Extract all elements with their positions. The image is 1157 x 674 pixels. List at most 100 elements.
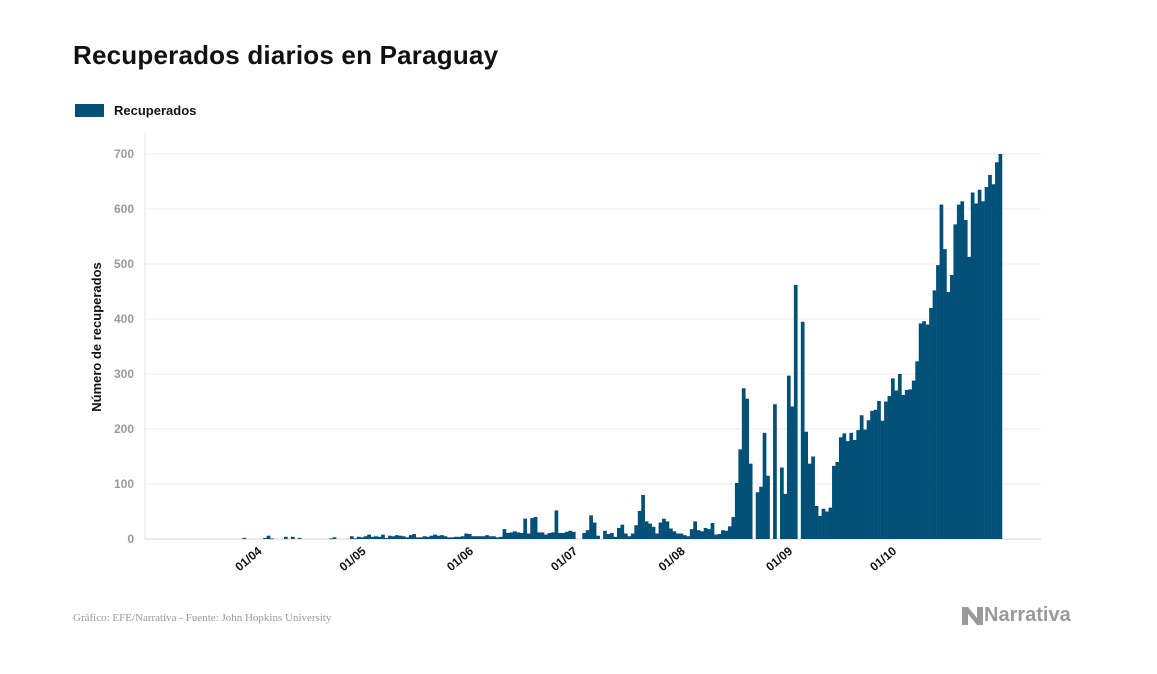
- bar: [696, 530, 701, 539]
- bar: [519, 532, 524, 539]
- bar: [297, 537, 302, 539]
- bar: [516, 532, 521, 539]
- bar: [620, 524, 625, 539]
- bar: [391, 536, 396, 539]
- bar: [825, 511, 829, 539]
- bar: [509, 532, 514, 539]
- bar: [724, 530, 729, 539]
- bar: [849, 432, 854, 539]
- bar: [693, 521, 698, 539]
- bar: [811, 456, 815, 539]
- bar: [981, 201, 985, 540]
- bar: [689, 529, 694, 539]
- bar: [381, 534, 385, 539]
- bar: [786, 375, 791, 539]
- bar: [859, 415, 864, 539]
- y-tick-label: 400: [114, 312, 134, 326]
- bar: [745, 398, 750, 539]
- bar: [388, 535, 392, 539]
- bar: [329, 538, 333, 540]
- bar: [641, 495, 645, 539]
- bar: [682, 535, 687, 539]
- bar: [554, 510, 559, 539]
- bar: [922, 321, 926, 539]
- bar: [568, 530, 573, 539]
- bar: [603, 530, 607, 539]
- bar: [270, 538, 274, 540]
- bar: [415, 537, 420, 539]
- source-note: Gráfico: EFE/Narrativa - Fuente: John Ho…: [73, 612, 332, 624]
- bar: [755, 492, 760, 539]
- bar: [821, 508, 826, 539]
- bar: [714, 534, 718, 539]
- bar: [481, 536, 486, 539]
- bar: [946, 292, 951, 539]
- bar: [589, 515, 593, 539]
- y-axis-label: Número de recuperados: [89, 262, 104, 412]
- bar: [766, 475, 770, 539]
- bar: [703, 528, 708, 539]
- bar: [616, 528, 621, 539]
- bar: [856, 430, 861, 539]
- bar: [918, 323, 923, 539]
- bar: [932, 290, 937, 539]
- bar: [540, 532, 545, 539]
- bar: [464, 533, 469, 539]
- bar: [679, 533, 684, 539]
- bar: [852, 440, 857, 539]
- bar: [384, 537, 389, 539]
- bar: [447, 537, 451, 539]
- bar: [759, 486, 763, 539]
- y-tick-label: 200: [114, 422, 134, 436]
- bar: [988, 174, 992, 539]
- x-axis: 01/04 01/05 01/06 01/07 01/08 01/09 01/10: [232, 544, 899, 574]
- bar: [880, 420, 885, 539]
- bar: [655, 533, 659, 539]
- bar: [669, 528, 673, 539]
- bar: [738, 449, 743, 539]
- bar: [960, 201, 965, 540]
- bar: [991, 184, 996, 539]
- bar: [460, 536, 465, 539]
- legend: Recuperados: [75, 103, 196, 118]
- bar: [332, 537, 337, 539]
- bar: [644, 521, 649, 539]
- bar: [582, 532, 587, 539]
- bar: [558, 532, 562, 539]
- x-tick-label: 01/04: [232, 544, 264, 574]
- x-tick-label: 01/08: [656, 544, 688, 574]
- bar: [544, 534, 548, 539]
- bar: [537, 532, 541, 539]
- bar: [440, 535, 444, 539]
- bar: [419, 537, 423, 539]
- bar: [953, 224, 958, 539]
- bar: [492, 536, 496, 539]
- brand-logo: Narrativa: [962, 604, 1071, 627]
- bar: [929, 308, 933, 539]
- bar: [731, 517, 736, 539]
- bar: [648, 523, 652, 539]
- bar: [485, 535, 489, 539]
- bar: [866, 420, 871, 539]
- bar: [908, 389, 913, 539]
- bar: [349, 536, 354, 539]
- bar: [398, 535, 403, 539]
- bar: [925, 324, 930, 539]
- bar: [606, 534, 611, 539]
- bar: [596, 535, 600, 539]
- bar: [943, 249, 947, 539]
- y-tick-label: 500: [114, 257, 134, 271]
- bar: [995, 162, 999, 539]
- bar: [970, 192, 975, 539]
- bar: [370, 536, 375, 539]
- bar: [897, 374, 902, 539]
- bar: [974, 203, 978, 539]
- legend-label: Recuperados: [114, 103, 197, 118]
- bar: [842, 433, 847, 539]
- bar: [394, 535, 399, 539]
- bar: [374, 536, 378, 539]
- bar: [717, 534, 722, 539]
- bar: [499, 536, 503, 539]
- bar: [356, 536, 361, 539]
- bar: [835, 462, 840, 539]
